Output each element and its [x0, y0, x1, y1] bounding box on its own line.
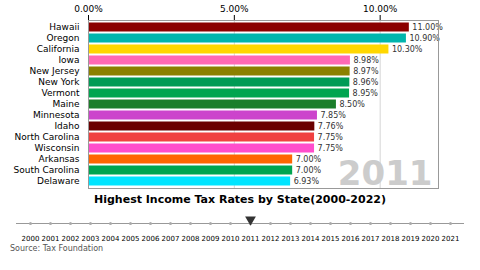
- html-text:Source: Tax Foundation: Source: Tax Foundation: [10, 244, 104, 253]
- svg-text:Iowa: Iowa: [58, 55, 79, 65]
- svg-text:2009: 2009: [202, 235, 220, 243]
- svg-text:2003: 2003: [82, 235, 100, 243]
- svg-text:2002: 2002: [62, 235, 80, 243]
- svg-text:Arkansas: Arkansas: [38, 154, 79, 164]
- svg-text:Wisconsin: Wisconsin: [35, 143, 80, 153]
- svg-text:2017: 2017: [362, 235, 380, 243]
- svg-text:2011: 2011: [242, 235, 260, 243]
- svg-text:2006: 2006: [142, 235, 160, 243]
- svg-text:7.00%: 7.00%: [296, 155, 322, 164]
- svg-text:2011: 2011: [338, 153, 433, 193]
- svg-text:South Carolina: South Carolina: [13, 165, 79, 175]
- svg-text:New York: New York: [38, 77, 80, 87]
- svg-text:2005: 2005: [122, 235, 140, 243]
- html-text:Highest Income Tax Rates by St: Highest Income Tax Rates by State(2000-2…: [94, 193, 386, 206]
- svg-text:2007: 2007: [162, 235, 180, 243]
- svg-text:New Jersey: New Jersey: [30, 66, 81, 76]
- svg-text:8.50%: 8.50%: [339, 100, 365, 109]
- svg-text:Vermont: Vermont: [41, 88, 80, 98]
- svg-text:10.00%: 10.00%: [363, 4, 398, 14]
- svg-text:California: California: [37, 44, 80, 54]
- svg-text:2004: 2004: [102, 235, 120, 243]
- svg-text:2013: 2013: [282, 235, 300, 243]
- svg-text:7.00%: 7.00%: [296, 166, 322, 175]
- svg-text:2020: 2020: [422, 235, 440, 243]
- svg-text:7.76%: 7.76%: [318, 122, 344, 131]
- svg-text:2000: 2000: [22, 235, 40, 243]
- svg-text:0.00%: 0.00%: [74, 4, 103, 14]
- svg-text:2021: 2021: [442, 235, 460, 243]
- svg-text:8.95%: 8.95%: [353, 89, 379, 98]
- svg-text:Hawaii: Hawaii: [49, 22, 79, 32]
- svg-text:North Carolina: North Carolina: [14, 132, 79, 142]
- svg-text:10.90%: 10.90%: [409, 34, 440, 43]
- svg-text:2015: 2015: [322, 235, 340, 243]
- svg-text:8.97%: 8.97%: [353, 67, 379, 76]
- svg-text:2008: 2008: [182, 235, 200, 243]
- svg-text:6.93%: 6.93%: [294, 177, 320, 186]
- svg-text:2016: 2016: [342, 235, 360, 243]
- svg-text:2014: 2014: [302, 235, 320, 243]
- svg-text:2001: 2001: [42, 235, 60, 243]
- svg-text:7.85%: 7.85%: [320, 111, 346, 120]
- svg-text:2018: 2018: [382, 235, 400, 243]
- svg-text:Minnesota: Minnesota: [33, 110, 79, 120]
- svg-text:8.98%: 8.98%: [353, 56, 379, 65]
- svg-text:Oregon: Oregon: [46, 33, 79, 43]
- svg-text:8.96%: 8.96%: [353, 78, 379, 87]
- svg-text:2019: 2019: [402, 235, 420, 243]
- svg-text:2010: 2010: [222, 235, 240, 243]
- svg-text:11.00%: 11.00%: [412, 23, 443, 33]
- svg-text:Idaho: Idaho: [54, 121, 80, 131]
- svg-text:Maine: Maine: [52, 99, 79, 109]
- svg-text:Delaware: Delaware: [37, 176, 80, 186]
- svg-text:7.75%: 7.75%: [317, 144, 343, 154]
- svg-text:5.00%: 5.00%: [220, 4, 249, 14]
- svg-text:7.75%: 7.75%: [318, 133, 344, 142]
- svg-text:2012: 2012: [262, 235, 280, 243]
- svg-text:10.30%: 10.30%: [392, 45, 423, 54]
